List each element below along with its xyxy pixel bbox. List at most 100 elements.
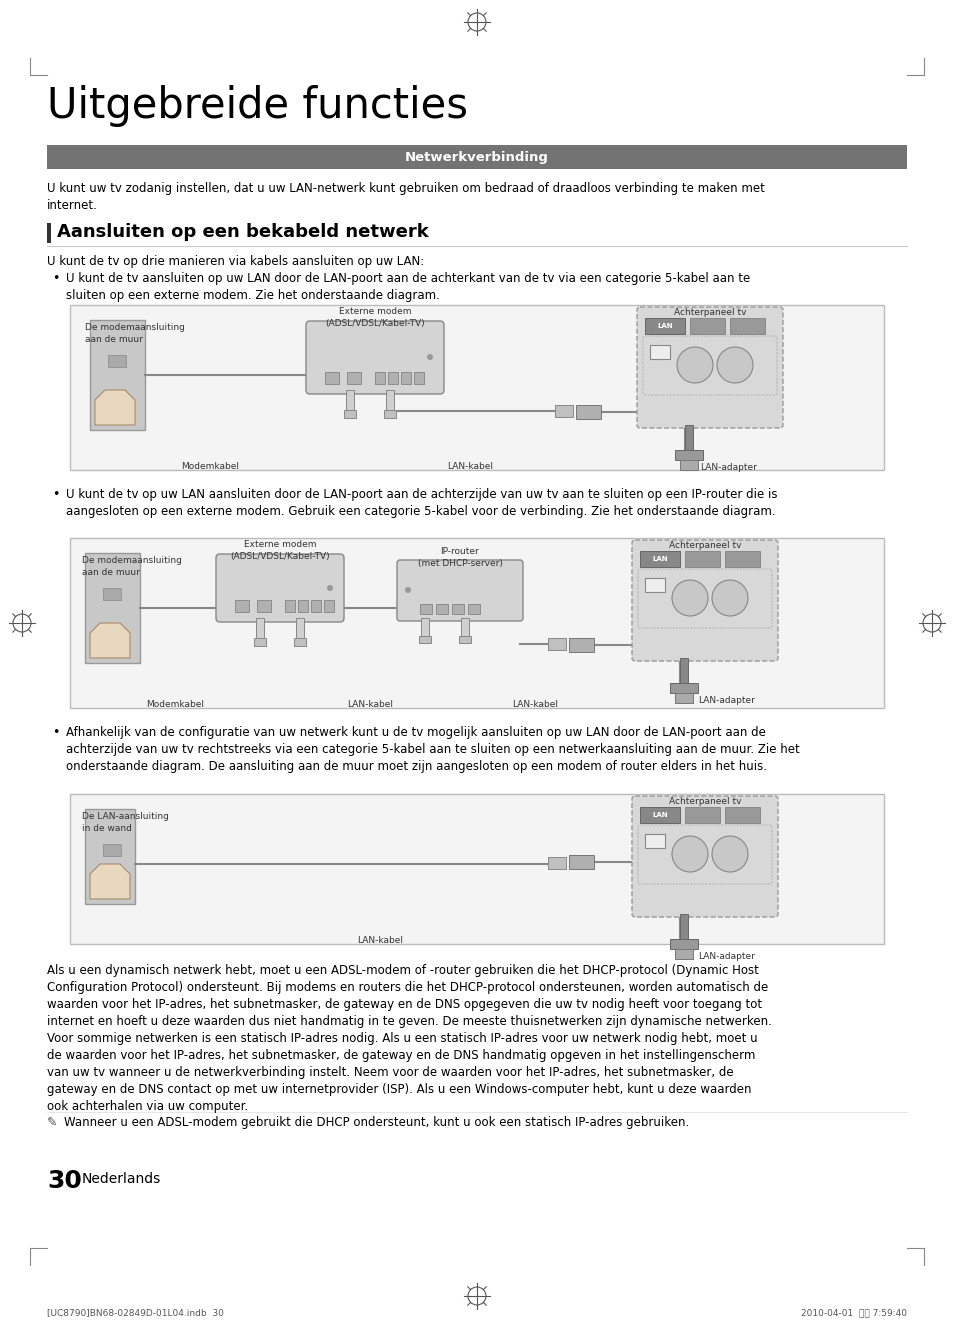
Bar <box>568 638 594 653</box>
Bar <box>90 320 145 431</box>
Bar <box>679 658 687 683</box>
Bar <box>324 600 334 612</box>
Text: De modemaansluiting
aan de muur: De modemaansluiting aan de muur <box>82 556 182 577</box>
Bar <box>576 406 600 419</box>
Circle shape <box>677 347 712 383</box>
Circle shape <box>671 580 707 616</box>
Text: LAN-adapter: LAN-adapter <box>700 462 756 472</box>
Bar <box>103 844 121 856</box>
FancyBboxPatch shape <box>396 560 522 621</box>
Bar <box>675 450 702 460</box>
Bar <box>344 410 355 417</box>
Bar <box>103 588 121 600</box>
Bar <box>85 808 135 904</box>
Bar <box>311 600 320 612</box>
Text: De LAN-aansluiting
in de wand: De LAN-aansluiting in de wand <box>82 812 169 832</box>
Circle shape <box>717 347 752 383</box>
Bar <box>724 551 760 567</box>
Text: •: • <box>52 272 59 285</box>
Bar <box>644 834 664 848</box>
Text: Externe modem
(ADSL/VDSL/Kabel-TV): Externe modem (ADSL/VDSL/Kabel-TV) <box>325 306 424 328</box>
Text: Uitgebreide functies: Uitgebreide functies <box>47 85 468 127</box>
Bar <box>418 635 431 643</box>
Bar <box>295 618 304 638</box>
Polygon shape <box>95 390 135 425</box>
Bar <box>386 390 394 410</box>
Text: [UC8790]BN68-02849D-01L04.indb  30: [UC8790]BN68-02849D-01L04.indb 30 <box>47 1308 224 1317</box>
Bar <box>675 694 692 703</box>
Bar <box>70 305 883 470</box>
FancyBboxPatch shape <box>637 306 782 428</box>
Bar <box>568 855 594 869</box>
Bar <box>70 538 883 708</box>
Text: Modemkabel: Modemkabel <box>146 700 204 709</box>
Bar <box>436 604 448 614</box>
Bar <box>644 318 684 334</box>
Bar <box>325 373 338 384</box>
Text: LAN-kabel: LAN-kabel <box>347 700 393 709</box>
Bar <box>70 794 883 945</box>
Bar <box>285 600 294 612</box>
Bar <box>679 460 698 470</box>
Bar <box>414 373 423 384</box>
Bar <box>297 600 308 612</box>
Circle shape <box>711 580 747 616</box>
Text: Netwerkverbinding: Netwerkverbinding <box>405 152 548 165</box>
Bar <box>547 638 565 650</box>
Text: Modemkabel: Modemkabel <box>181 462 239 472</box>
Text: •: • <box>52 487 59 501</box>
Circle shape <box>327 585 333 590</box>
Bar <box>375 373 385 384</box>
Bar <box>346 390 354 410</box>
Bar <box>684 551 720 567</box>
Bar <box>644 579 664 592</box>
Text: 30: 30 <box>47 1169 82 1193</box>
Bar <box>256 600 271 612</box>
Text: U kunt uw tv zodanig instellen, dat u uw LAN-netwerk kunt gebruiken om bedraad o: U kunt uw tv zodanig instellen, dat u uw… <box>47 182 764 211</box>
Text: De modemaansluiting
aan de muur: De modemaansluiting aan de muur <box>85 324 185 343</box>
Text: ✎: ✎ <box>47 1116 57 1129</box>
Bar <box>684 807 720 823</box>
Text: IP-router
(met DHCP-server): IP-router (met DHCP-server) <box>417 547 502 568</box>
Bar <box>234 600 249 612</box>
Bar <box>419 604 432 614</box>
Bar <box>675 948 692 959</box>
Bar <box>253 638 266 646</box>
Text: Als u een dynamisch netwerk hebt, moet u een ADSL-modem of -router gebruiken die: Als u een dynamisch netwerk hebt, moet u… <box>47 964 771 1114</box>
Bar <box>388 373 397 384</box>
Bar <box>639 807 679 823</box>
Text: Afhankelijk van de configuratie van uw netwerk kunt u de tv mogelijk aansluiten : Afhankelijk van de configuratie van uw n… <box>66 727 799 773</box>
Bar <box>458 635 471 643</box>
Text: LAN-adapter: LAN-adapter <box>698 696 754 705</box>
Bar <box>649 345 669 359</box>
Bar <box>384 410 395 417</box>
Bar <box>460 618 469 635</box>
Text: Achterpaneel tv: Achterpaneel tv <box>673 308 745 317</box>
Text: LAN-kabel: LAN-kabel <box>356 937 402 945</box>
Text: LAN: LAN <box>652 556 667 561</box>
Text: Wanneer u een ADSL-modem gebruikt die DHCP ondersteunt, kunt u ook een statisch : Wanneer u een ADSL-modem gebruikt die DH… <box>64 1116 688 1129</box>
Bar <box>294 638 306 646</box>
Text: U kunt de tv op drie manieren via kabels aansluiten op uw LAN:: U kunt de tv op drie manieren via kabels… <box>47 255 424 268</box>
FancyBboxPatch shape <box>631 540 778 660</box>
Bar <box>684 425 692 450</box>
Text: Achterpaneel tv: Achterpaneel tv <box>668 797 740 806</box>
Text: Externe modem
(ADSL/VDSL/Kabel-TV): Externe modem (ADSL/VDSL/Kabel-TV) <box>230 540 330 561</box>
Text: U kunt de tv op uw LAN aansluiten door de LAN-poort aan de achterzijde van uw tv: U kunt de tv op uw LAN aansluiten door d… <box>66 487 777 518</box>
Bar <box>679 914 687 939</box>
Bar <box>547 857 565 869</box>
Text: Achterpaneel tv: Achterpaneel tv <box>668 542 740 550</box>
Text: LAN: LAN <box>652 812 667 818</box>
Bar <box>85 553 140 663</box>
Bar <box>347 373 360 384</box>
Bar <box>669 683 698 694</box>
Text: 2010-04-01  오후 7:59:40: 2010-04-01 오후 7:59:40 <box>801 1308 906 1317</box>
Bar <box>420 618 429 635</box>
Bar <box>47 145 906 169</box>
Text: •: • <box>52 727 59 738</box>
Circle shape <box>711 836 747 872</box>
Bar <box>555 406 573 417</box>
Bar <box>255 618 264 638</box>
Bar <box>724 807 760 823</box>
Bar <box>452 604 463 614</box>
